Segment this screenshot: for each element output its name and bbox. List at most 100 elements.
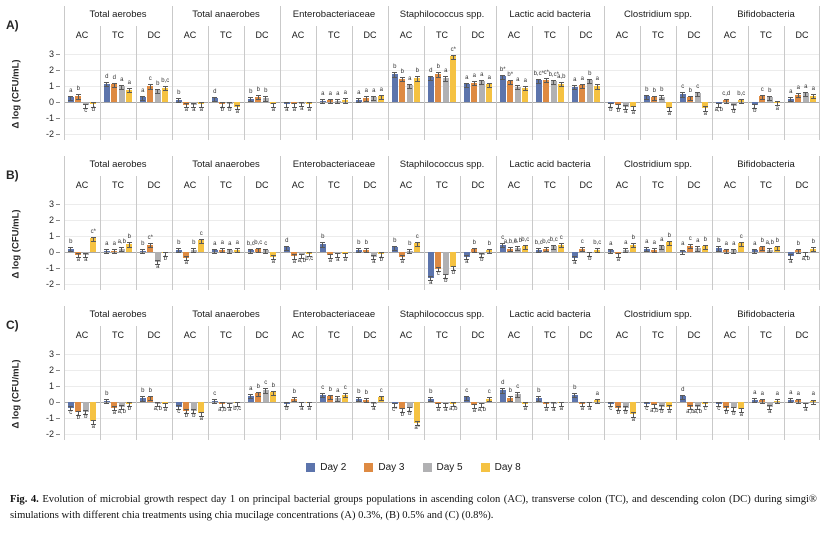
bar-day-8 (738, 243, 745, 252)
error-bar (176, 98, 182, 104)
significance-label: b (256, 383, 260, 390)
region-header: DC (687, 330, 701, 340)
error-bar (450, 402, 456, 408)
significance-label: a (760, 390, 764, 397)
significance-label: a (343, 90, 347, 97)
error-bar (450, 265, 456, 271)
significance-label: b (357, 389, 361, 396)
significance-label: c (645, 406, 649, 413)
y-tick-label: -1 (45, 112, 54, 123)
error-bar (788, 97, 794, 103)
y-tick-label: -2 (45, 278, 54, 289)
y-tick-mark (56, 220, 60, 221)
group-header: Total aerobes (89, 9, 147, 20)
region-header: AC (615, 330, 629, 340)
significance-label: b (364, 390, 368, 396)
region-separator (136, 176, 137, 290)
error-bar (212, 399, 218, 405)
region-header: DC (147, 330, 161, 340)
significance-label: c (681, 84, 685, 91)
region-separator (784, 176, 785, 290)
error-bar (515, 85, 521, 91)
error-bar (212, 96, 218, 103)
error-bar (320, 99, 326, 105)
legend-label: Day 5 (436, 461, 463, 473)
significance-label: b,c (542, 239, 551, 246)
error-bar (291, 397, 297, 403)
bar-day-8 (414, 243, 421, 252)
error-bar (486, 82, 492, 88)
group-header: Lactic acid bacteria (509, 159, 591, 170)
group-header: Bifidobacteria (737, 9, 795, 20)
bar-day-3 (435, 252, 442, 269)
significance-label: a (336, 91, 340, 98)
significance-label: a (739, 411, 743, 418)
significance-label: a (645, 239, 649, 246)
region-header: DC (147, 30, 161, 40)
error-bar (479, 79, 485, 85)
error-bar (147, 243, 153, 249)
error-bar (572, 393, 578, 399)
error-bar (371, 255, 377, 261)
bar-day-5 (550, 81, 557, 102)
error-bar (306, 102, 312, 108)
significance-label: a,b (650, 407, 659, 414)
error-bar (687, 244, 693, 250)
bar-day-3 (147, 244, 154, 252)
significance-label: a (372, 87, 376, 94)
significance-label: a (631, 109, 635, 116)
error-bar (695, 246, 701, 252)
bar-day-5 (802, 93, 809, 102)
error-bar (320, 393, 326, 399)
error-bar (623, 105, 629, 111)
error-bar (111, 249, 117, 255)
error-bar (140, 396, 146, 402)
error-bar (702, 402, 708, 408)
figure-panel-c: C) Δ log (CFU/mL) 3 2 1 0 -1 -2 Total aerobes AC c… (0, 306, 827, 446)
bar-day-2 (103, 83, 110, 102)
bar-day-2 (463, 84, 470, 102)
error-bar (803, 251, 809, 257)
error-bar (795, 398, 801, 404)
region-separator (100, 176, 101, 290)
group-separator (280, 156, 281, 290)
significance-label: a (472, 407, 476, 414)
bar-day-2 (391, 74, 398, 102)
significance-label: b (105, 391, 109, 398)
error-bar (615, 103, 621, 109)
significance-label: b (472, 239, 476, 246)
bar-day-5 (154, 90, 161, 102)
significance-label: b (184, 413, 188, 420)
significance-label: b (703, 236, 707, 243)
significance-label: b (480, 257, 484, 264)
significance-label: a (156, 264, 160, 271)
error-bar (659, 244, 665, 250)
error-bar (111, 82, 117, 88)
error-bar (212, 248, 218, 254)
significance-label: c (84, 107, 88, 114)
error-bar (335, 99, 341, 105)
significance-label: a (336, 388, 340, 395)
error-bar (788, 254, 794, 260)
region-separator (316, 176, 317, 290)
region-separator (748, 326, 749, 440)
region-separator (244, 26, 245, 140)
error-bar (104, 249, 110, 255)
bar-day-5 (586, 80, 593, 102)
significance-label: a (523, 406, 527, 413)
significance-label: a (336, 257, 340, 263)
y-axis: B) Δ log (CFU/mL) 3 2 1 0 -1 -2 (0, 156, 64, 296)
error-bar (75, 410, 81, 416)
error-bar (183, 409, 189, 415)
significance-label: b (177, 90, 181, 96)
significance-label: a (444, 407, 448, 413)
significance-label: b (163, 255, 167, 262)
error-bar (83, 253, 89, 259)
y-axis-title: Δ log (CFU/mL) (10, 359, 22, 429)
error-bar (306, 252, 312, 258)
significance-label: b (753, 107, 757, 114)
significance-label: c (703, 406, 707, 413)
region-header: TC (760, 330, 772, 340)
significance-label: d (501, 380, 505, 387)
y-tick-label: -2 (45, 128, 54, 139)
